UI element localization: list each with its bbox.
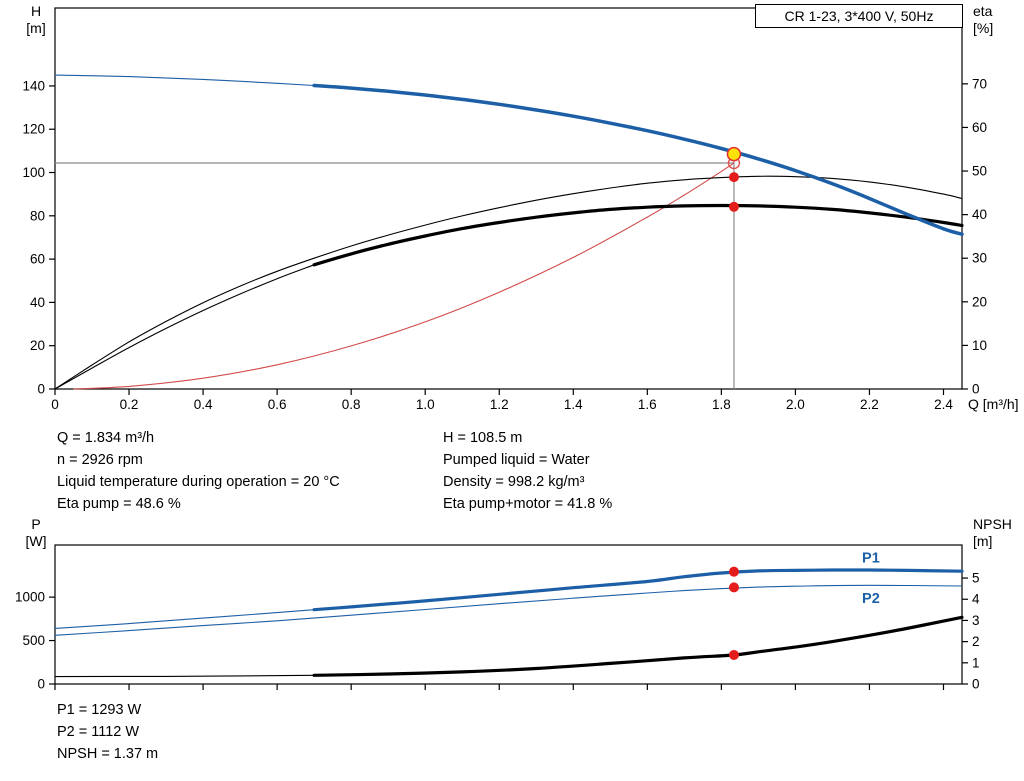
info-eta-pump: Eta pump = 48.6 %	[57, 496, 181, 512]
curve-npsh	[54, 615, 964, 678]
tick-label: 20	[972, 294, 987, 309]
tick-label: 2	[972, 634, 980, 649]
svg-text:P: P	[31, 516, 40, 532]
tick-label: 1000	[15, 590, 45, 605]
plot-frame	[54, 544, 963, 685]
curve-segment-bold	[312, 83, 964, 236]
operating-point-eta-pump-motor	[728, 201, 739, 212]
curve-head	[54, 74, 964, 236]
tick-label: 4	[972, 592, 980, 607]
power-npsh-chart: 0 500 1000 0 1 2 3 4 5 P[W] NPSH[m] P2 P1	[15, 516, 1012, 692]
pump-model-badge: CR 1-23, 3*400 V, 50Hz	[755, 4, 963, 28]
tick-label: 2.2	[860, 397, 879, 412]
curve-segment-bold	[312, 568, 964, 612]
tick-label: 1.6	[638, 397, 657, 412]
tick-label: 3	[972, 613, 980, 628]
y-left-axis-label: P[W]	[26, 516, 47, 549]
tick-label: 0	[51, 397, 59, 412]
tick-label: 500	[22, 633, 45, 648]
info-density: Density = 998.2 kg/m³	[443, 474, 585, 490]
info-head: H = 108.5 m	[443, 430, 523, 446]
tick-label: 60	[30, 252, 45, 267]
curve-segment	[73, 162, 735, 390]
tick-label: 140	[22, 78, 45, 93]
svg-text:NPSH: NPSH	[973, 516, 1012, 532]
tick-label: 10	[972, 338, 987, 353]
svg-text:[m]: [m]	[973, 533, 992, 549]
tick-label: 100	[22, 165, 45, 180]
tick-label: 120	[22, 122, 45, 137]
curve-p1	[54, 568, 964, 629]
operating-point-eta-pump	[728, 172, 739, 183]
tick-label: 1.8	[712, 397, 731, 412]
tick-label: 60	[972, 120, 987, 135]
curve-segment-bold	[312, 615, 964, 677]
operating-point-p2	[728, 582, 739, 593]
curve-system-curve	[73, 162, 735, 390]
tick-label: 0	[972, 382, 980, 397]
tick-label: 40	[30, 295, 45, 310]
tick-label: 30	[972, 251, 987, 266]
y-right-axis-label: NPSH[m]	[973, 516, 1012, 549]
tick-label: 0.6	[268, 397, 287, 412]
operating-point-p1	[728, 566, 739, 577]
info-flow: Q = 1.834 m³/h	[57, 430, 155, 446]
curve-eta-pump-motor	[54, 203, 964, 390]
info-npsh: NPSH = 1.37 m	[57, 746, 159, 762]
tick-label: 0	[37, 382, 45, 397]
info-liquid-temperature: Liquid temperature during operation = 20…	[57, 474, 340, 490]
tick-label: 5	[972, 571, 980, 586]
series-label-p1: P1	[862, 550, 880, 566]
tick-label: 80	[30, 208, 45, 223]
tick-label: 20	[30, 338, 45, 353]
info-eta-pump-motor: Eta pump+motor = 41.8 %	[443, 496, 613, 512]
tick-label: 1.2	[490, 397, 509, 412]
tick-label: 50	[972, 164, 987, 179]
plot-frame	[54, 7, 963, 390]
series-label-p2: P2	[862, 591, 880, 607]
operating-point-head	[726, 146, 742, 162]
duty-info-right: H = 108.5 m Pumped liquid = Water Densit…	[443, 427, 612, 515]
tick-label: 0	[972, 677, 980, 692]
curve-segment	[54, 175, 963, 390]
y-left-axis-label: H[m]	[26, 3, 45, 36]
info-speed: n = 2926 rpm	[57, 452, 143, 468]
operating-point-npsh	[728, 649, 739, 660]
tick-label: 2.4	[934, 397, 953, 412]
curve-segment-thin	[54, 264, 315, 390]
tick-label: 1.4	[564, 397, 583, 412]
svg-text:eta: eta	[973, 3, 993, 19]
tick-label: 0.4	[194, 397, 213, 412]
power-npsh-info: P1 = 1293 W P2 = 1112 W NPSH = 1.37 m	[57, 699, 158, 765]
tick-label: 70	[972, 76, 987, 91]
x-axis-unit-label: Q [m³/h]	[968, 396, 1019, 412]
tick-label: 40	[972, 207, 987, 222]
axes: 0 20 40 60 80 100 120 140 0 10 20 30 40 50 60 70 0 0.2 0.4…	[22, 76, 987, 412]
svg-text:[W]: [W]	[26, 533, 47, 549]
tick-label: 1.0	[416, 397, 435, 412]
svg-text:[%]: [%]	[973, 20, 993, 36]
curve-segment-thin	[54, 74, 315, 87]
svg-text:[m]: [m]	[26, 20, 45, 36]
curve-segment-thin	[54, 609, 315, 629]
tick-label: 0.8	[342, 397, 361, 412]
axes: 0 500 1000 0 1 2 3 4 5	[15, 571, 980, 692]
duty-info-left: Q = 1.834 m³/h n = 2926 rpm Liquid tempe…	[57, 427, 340, 515]
curve-segment-thin	[54, 674, 315, 678]
info-p2: P2 = 1112 W	[57, 724, 140, 740]
info-pumped-liquid: Pumped liquid = Water	[443, 452, 590, 468]
hq-eta-chart: 0 20 40 60 80 100 120 140 0 10 20 30 40 50 60 70 0 0.2 0.4…	[22, 3, 1019, 412]
pump-model-label: CR 1-23, 3*400 V, 50Hz	[784, 8, 934, 24]
tick-label: 0.2	[120, 397, 139, 412]
curve-segment	[54, 584, 963, 636]
y-right-axis-label: eta[%]	[973, 3, 993, 36]
svg-text:H: H	[31, 3, 41, 19]
curve-segment-bold	[312, 203, 964, 267]
curve-eta-pump	[54, 175, 963, 390]
curve-p2	[54, 584, 963, 636]
info-p1: P1 = 1293 W	[57, 702, 142, 718]
tick-label: 0	[37, 677, 45, 692]
tick-label: 1	[972, 655, 980, 670]
tick-label: 2.0	[786, 397, 805, 412]
